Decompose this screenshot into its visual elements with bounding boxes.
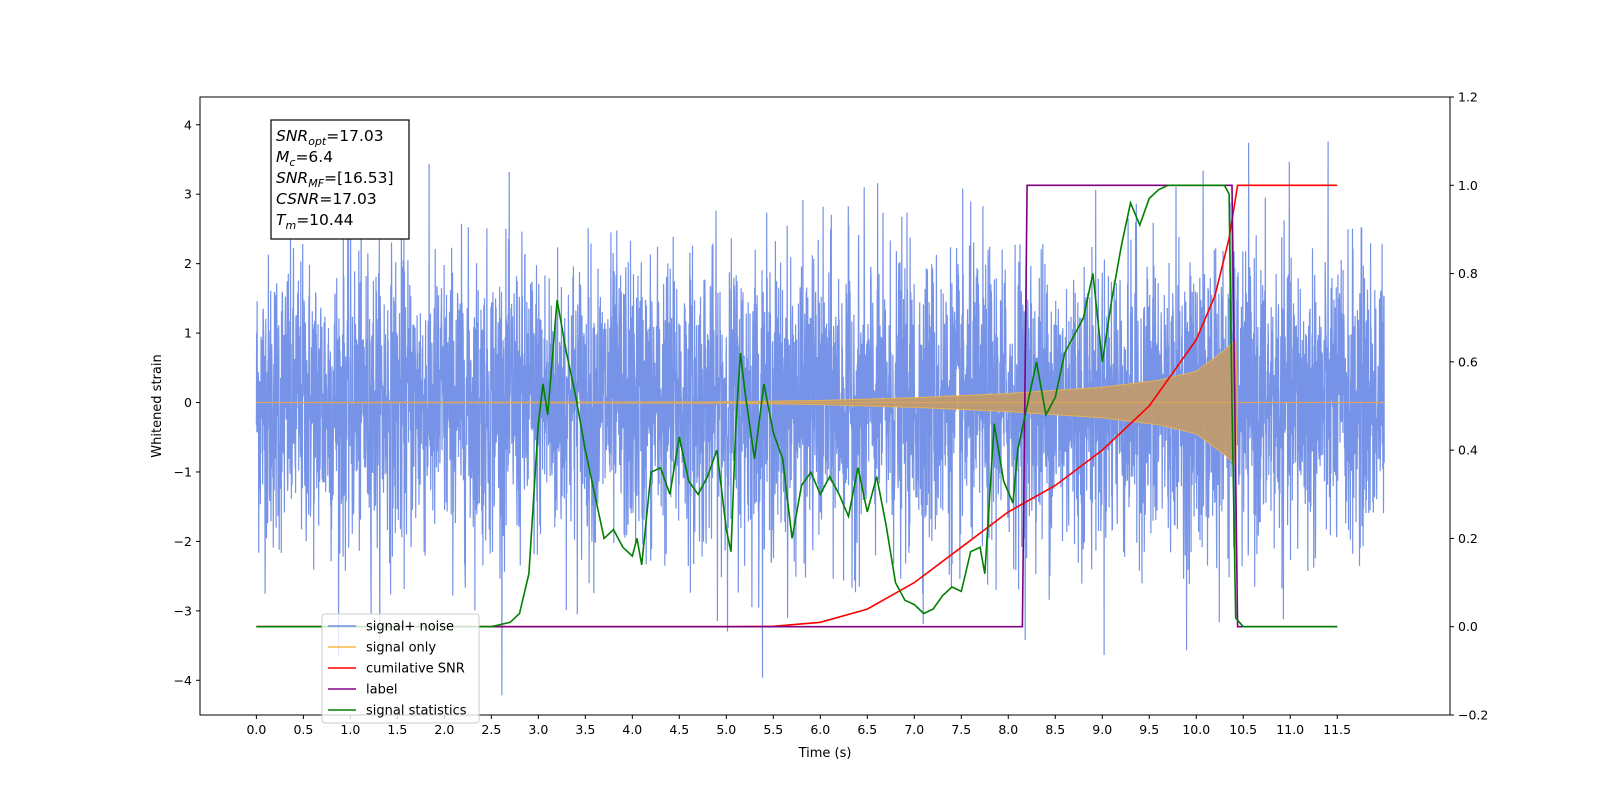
x-axis-label: Time (s) — [798, 746, 852, 761]
x-tick-label: 3.5 — [575, 722, 595, 737]
info-box-frame — [270, 119, 410, 240]
x-tick-label: 6.0 — [810, 722, 830, 737]
y2-tick-label: 0.2 — [1458, 531, 1478, 546]
legend-entry: signal statistics — [328, 704, 467, 719]
x-tick-label: 9.0 — [1092, 722, 1112, 737]
y-axis-right: −0.2 0.0 0.2 0.4 0.6 0.8 1.0 1.2 — [1450, 90, 1488, 723]
legend: signal+ noise signal only cumilative SNR la… — [321, 613, 480, 724]
x-tick-label: 0.5 — [293, 722, 313, 737]
x-tick-label: 8.5 — [1045, 722, 1065, 737]
info-box-line: SNRopt=17.03 — [276, 127, 384, 148]
x-tick-label: 1.0 — [340, 722, 360, 737]
info-box-line: CSNR=17.03 — [276, 190, 377, 208]
x-tick-label: 1.5 — [387, 722, 407, 737]
y-axis-left: −4 −3 −2 −1 0 1 2 3 4 — [174, 117, 200, 688]
x-tick-label: 0.0 — [246, 722, 266, 737]
y-tick-label: 2 — [184, 256, 192, 271]
x-tick-label: 8.0 — [998, 722, 1018, 737]
y2-tick-label: 0.4 — [1458, 443, 1478, 458]
x-tick-label: 5.0 — [716, 722, 736, 737]
legend-entry: cumilative SNR — [328, 662, 465, 677]
y-tick-label: −4 — [174, 673, 192, 688]
y2-tick-label: −0.2 — [1458, 708, 1488, 723]
y-axis-label: Whitened strain — [150, 354, 165, 457]
legend-label: label — [366, 683, 397, 698]
y-tick-label: −1 — [174, 464, 192, 479]
x-tick-label: 7.0 — [904, 722, 924, 737]
y-tick-label: −3 — [174, 603, 192, 618]
x-tick-label: 2.5 — [481, 722, 501, 737]
x-tick-label: 7.5 — [951, 722, 971, 737]
y-tick-label: −2 — [174, 534, 192, 549]
legend-label: cumilative SNR — [366, 662, 465, 677]
x-tick-label: 4.5 — [669, 722, 689, 737]
x-tick-label: 6.5 — [857, 722, 877, 737]
axes-frame — [199, 96, 1451, 716]
y-tick-label: 4 — [184, 117, 192, 132]
x-axis: 0.0 0.5 1.0 1.5 2.0 2.5 3.0 3.5 4.0 4.5 5.0 5.5 6.0 6… — [246, 715, 1351, 737]
x-tick-label: 10.0 — [1182, 722, 1210, 737]
y-tick-label: 1 — [184, 326, 192, 341]
legend-label: signal statistics — [366, 704, 467, 719]
series-signal-noise-line — [255, 141, 1385, 696]
legend-frame — [321, 613, 480, 724]
legend-entry: label — [328, 683, 397, 698]
x-tick-label: 2.0 — [434, 722, 454, 737]
x-tick-label: 4.0 — [622, 722, 642, 737]
legend-label: signal+ noise — [366, 620, 454, 635]
y2-tick-label: 1.2 — [1458, 90, 1478, 105]
series-cumulative-snr-line — [256, 184, 1338, 628]
legend-entry: signal only — [328, 641, 436, 656]
y2-tick-label: 0.0 — [1458, 619, 1478, 634]
x-tick-label: 11.0 — [1276, 722, 1304, 737]
x-tick-label: 10.5 — [1229, 722, 1257, 737]
y2-tick-label: 0.6 — [1458, 354, 1478, 369]
x-tick-label: 9.5 — [1139, 722, 1159, 737]
y-tick-label: 0 — [184, 395, 192, 410]
y2-tick-label: 0.8 — [1458, 266, 1478, 281]
legend-label: signal only — [366, 641, 436, 656]
info-box-line: Tm=10.44 — [276, 211, 354, 232]
series-signal-statistics-line — [256, 184, 1338, 628]
x-tick-label: 11.5 — [1323, 722, 1351, 737]
info-box-line: SNRMF=[16.53] — [276, 169, 394, 190]
info-box: SNRopt=17.03Mc=6.4SNRMF=[16.53]CSNR=17.0… — [270, 119, 410, 240]
x-tick-label: 5.5 — [763, 722, 783, 737]
plot-area — [255, 141, 1385, 696]
x-tick-label: 3.0 — [528, 722, 548, 737]
info-box-line: Mc=6.4 — [276, 148, 333, 169]
y2-tick-label: 1.0 — [1458, 178, 1478, 193]
y-tick-label: 3 — [184, 187, 192, 202]
legend-entry: signal+ noise — [328, 620, 454, 635]
